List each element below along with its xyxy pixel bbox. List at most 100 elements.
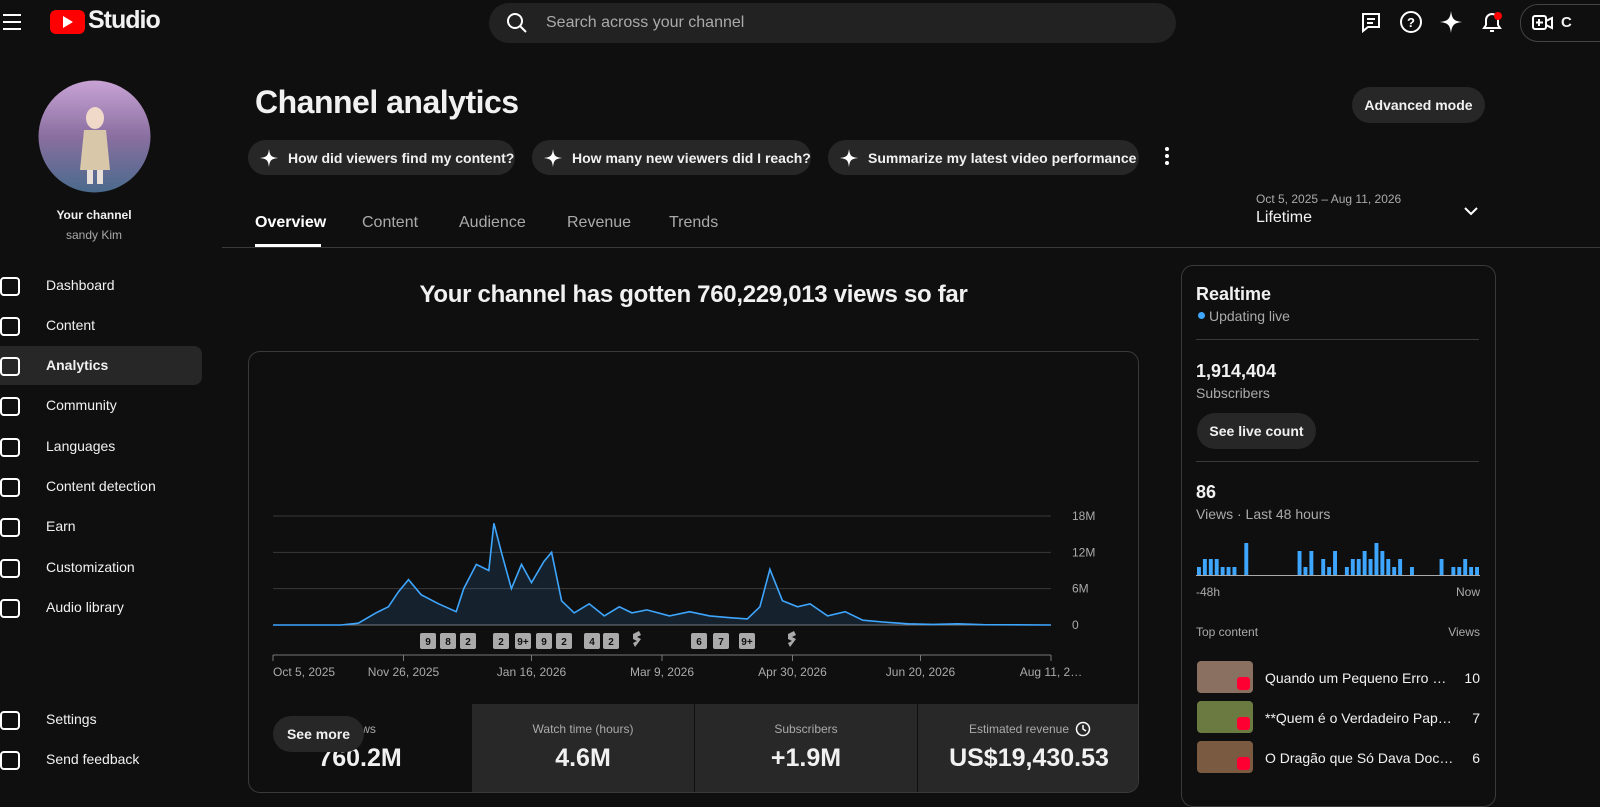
top-content-views-label: Views [1448,625,1480,639]
bar [1380,551,1385,575]
suggestion-chip[interactable]: How many new viewers did I reach? [532,140,811,175]
y-tick-label: 0 [1072,618,1079,632]
nav-item[interactable]: Content [46,317,96,333]
see-more-button[interactable]: See more [273,716,364,752]
bar [1410,567,1414,575]
bar [1244,543,1249,575]
bar [1392,567,1397,575]
thumbnail[interactable] [1197,741,1253,773]
feedback-icon[interactable] [1360,11,1384,35]
bar [1386,559,1391,575]
bar [1297,551,1302,575]
shorts-badge [1237,717,1250,730]
annotation-badge[interactable] [584,633,600,649]
tab[interactable]: Content [362,214,419,231]
nav-icon [0,357,20,376]
annotation-badge[interactable] [493,633,509,649]
bar [1475,567,1479,575]
see-live-count-button[interactable]: See live count [1197,413,1316,449]
logo-text[interactable]: Studio [88,6,161,34]
icon-shape [0,559,20,578]
suggestion-chip[interactable]: Summarize my latest video performance [828,140,1139,175]
help-icon[interactable]: ? [1400,11,1424,35]
annotation-label: 8 [445,637,451,648]
annotation-badge[interactable] [556,633,572,649]
tab[interactable]: Audience [459,214,526,231]
tab[interactable]: Revenue [567,214,632,231]
annotation-badge[interactable] [440,633,456,649]
search-bar[interactable]: Search across your channel [489,3,1176,43]
shorts-icon[interactable] [633,631,641,647]
annotation-label: 4 [589,637,595,648]
period-dropdown[interactable] [1463,205,1479,217]
annotation-badge[interactable] [460,633,476,649]
top-content-title: Top content [1196,625,1259,639]
active-nav-background [0,346,202,385]
nav-item[interactable]: Customization [46,559,135,575]
divider [1196,339,1479,340]
annotation-badge[interactable] [691,633,707,649]
y-tick-label: 12M [1072,545,1095,559]
annotation-badge[interactable] [515,633,531,649]
annotation-badge[interactable] [739,633,755,649]
nav-item[interactable]: Content detection [46,478,156,494]
tab[interactable]: Overview [255,214,327,231]
metric-tile[interactable]: Subscribers +1.9M [694,704,917,792]
bar [1202,559,1207,575]
realtime-views: 86 [1196,482,1217,502]
bar [1457,567,1462,575]
annotation-badge[interactable] [603,633,619,649]
search-icon [507,13,527,33]
tab[interactable]: Trends [669,214,719,231]
notifications-icon[interactable] [1480,10,1506,36]
content-title[interactable]: Quando um Pequeno Erro … [1265,670,1447,686]
x-tick-label: Apr 30, 2026 [758,665,827,679]
live-dot [1198,312,1205,319]
metric-tile[interactable]: Estimated revenue US$19,430.53 [917,704,1138,792]
shorts-icon[interactable] [788,631,796,647]
svg-text:?: ? [1407,15,1415,30]
thumbnail[interactable] [1197,701,1253,733]
metric-value: 4.6M [555,744,611,772]
more-options[interactable] [1161,146,1173,166]
annotation-label: 2 [498,637,504,648]
metric-tile[interactable]: Watch time (hours) 4.6M [471,704,694,792]
nav-item[interactable]: Settings [46,711,97,727]
x-tick-label: Jun 20, 2026 [886,665,956,679]
x-tick-label: Nov 26, 2025 [368,665,440,679]
metric-label: Estimated revenue [968,722,1070,736]
suggestion-text: How many new viewers did I reach? [572,149,811,166]
annotation-badge[interactable] [713,633,729,649]
date-range[interactable]: Oct 5, 2025 – Aug 11, 2026 [1256,192,1402,206]
ai-icon[interactable] [1440,11,1464,35]
nav-item[interactable]: Audio library [46,599,124,615]
nav-item[interactable]: Dashboard [46,277,115,293]
realtime-title: Realtime [1196,284,1272,304]
bar [1327,567,1332,575]
shorts-badge [1237,677,1250,690]
logo-icon[interactable] [50,10,85,34]
channel-avatar[interactable] [38,80,151,193]
create-button[interactable]: C [1520,4,1600,42]
thumbnail[interactable] [1197,661,1253,693]
nav-icon [0,397,20,416]
views-chart: 0 6M 12M 18M Oct 5, 2025 Nov 26, 2025 Jan 16, … [272,509,1095,679]
nav-icon [0,277,20,296]
content-views: 7 [1472,710,1480,726]
bar [1469,567,1474,575]
period[interactable]: Lifetime [1256,209,1313,226]
page-title: Channel analytics [255,84,519,120]
advanced-mode-button[interactable]: Advanced mode [1352,87,1485,123]
nav-item[interactable]: Languages [46,438,116,454]
menu-button[interactable] [2,12,22,32]
annotation-badge[interactable] [536,633,552,649]
nav-item[interactable]: Community [46,397,117,413]
nav-item[interactable]: Earn [46,518,76,534]
content-title[interactable]: O Dragão que Só Dava Doc… [1265,750,1454,766]
suggestion-chip[interactable]: How did viewers find my content? [248,140,515,175]
content-title[interactable]: **Quem é o Verdadeiro Pap… [1265,710,1452,726]
nav-item[interactable]: Analytics [46,357,109,373]
annotation-badge[interactable] [420,633,436,649]
search-placeholder: Search across your channel [546,14,745,31]
nav-item[interactable]: Send feedback [46,751,140,767]
